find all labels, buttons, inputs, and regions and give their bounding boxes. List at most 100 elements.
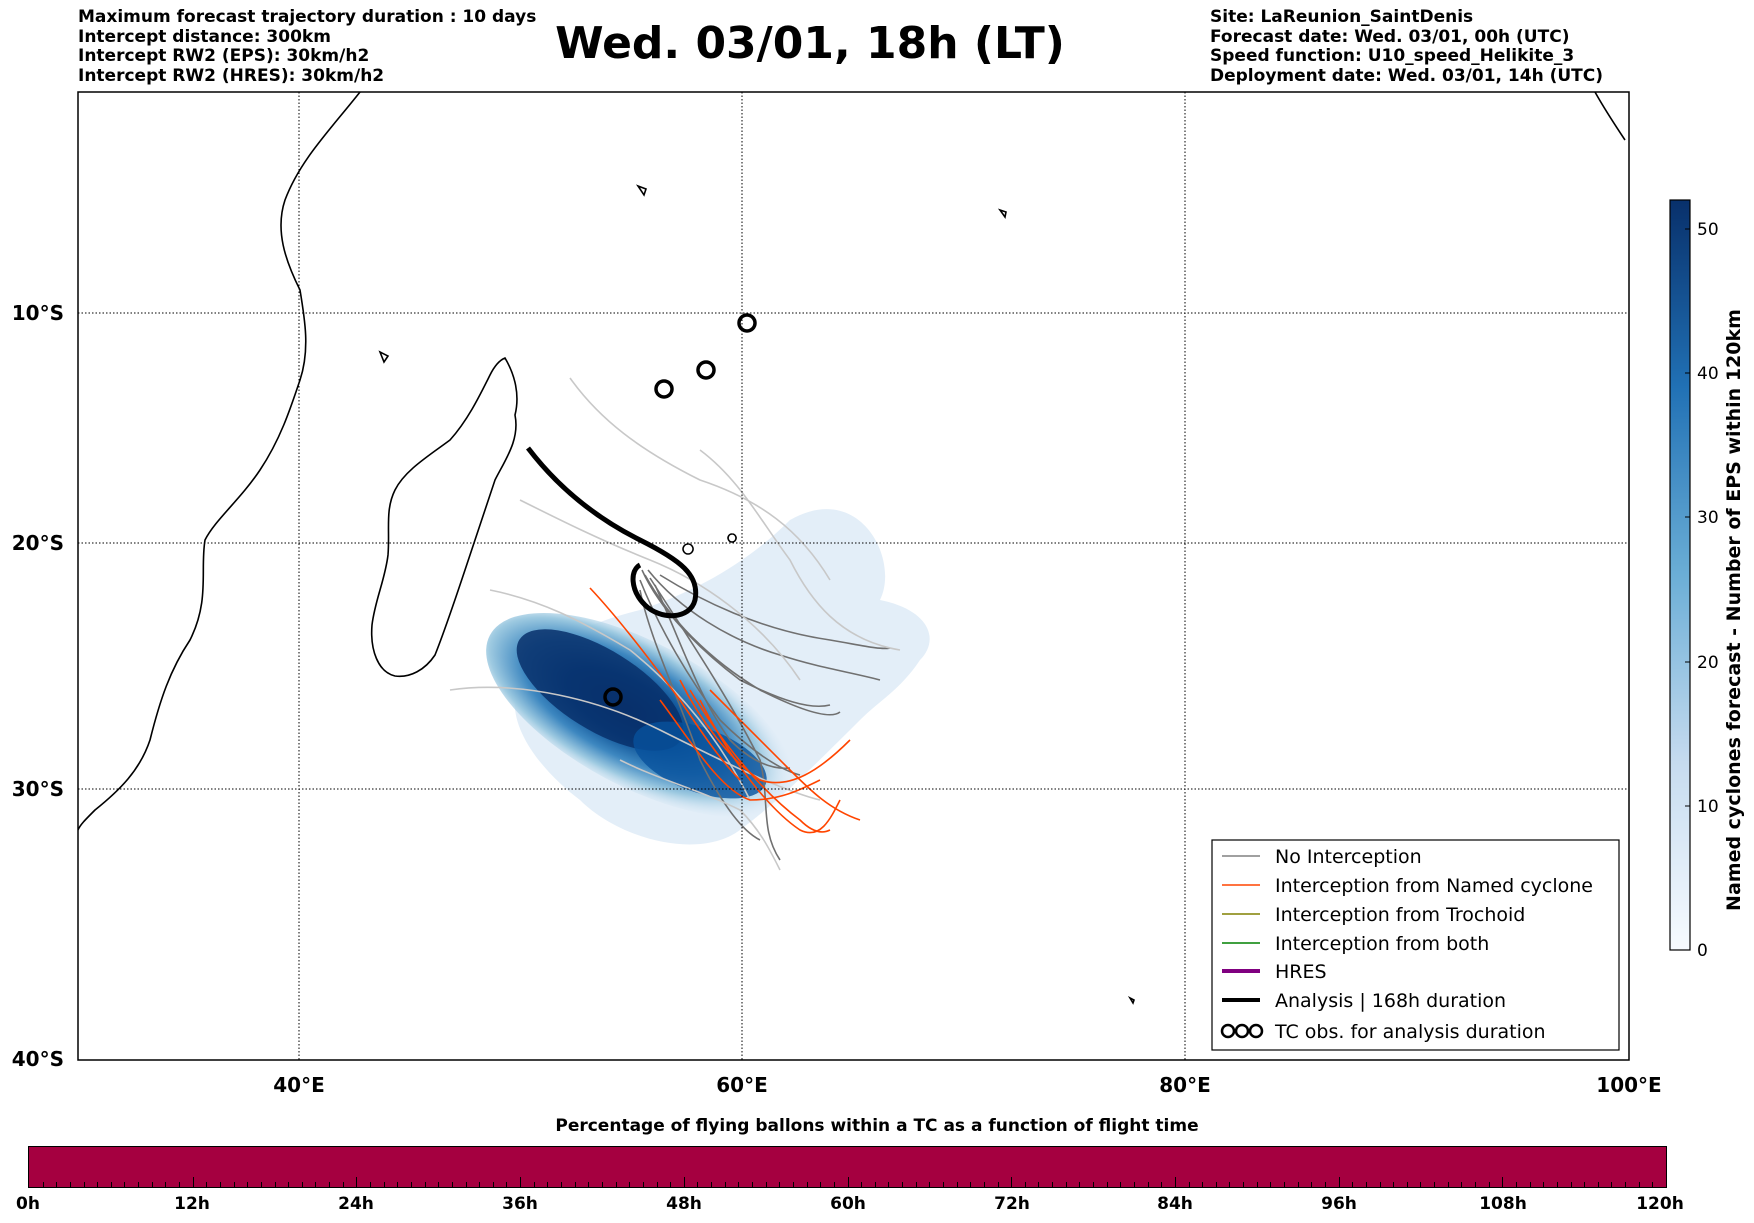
timebar-tick: 0h [16,1194,40,1214]
mauritius-island [727,533,737,543]
timebar-minor-tick [902,1182,904,1187]
sumatra-coast [1594,92,1626,141]
timebar-minor-tick [861,1182,863,1187]
timebar-minor-tick [738,1182,740,1187]
timebar-minor-tick [83,1182,85,1187]
timebar-tick: 36h [502,1194,538,1214]
timebar-minor-tick [1393,1182,1395,1187]
timebar-minor-tick [697,1182,699,1187]
timebar-minor-tick [1584,1182,1586,1187]
timebar-minor-tick [629,1182,631,1187]
param-max-duration: Maximum forecast trajectory duration : 1… [78,7,537,27]
timebar-minor-tick [274,1182,276,1187]
colorbar-tick: 40 [1697,364,1719,384]
colorbar-tick: 0 [1697,941,1708,961]
timebar-minor-tick [847,1177,849,1187]
timebar-minor-tick [1215,1182,1217,1187]
timebar-minor-tick [1188,1182,1190,1187]
timebar-tick: 108h [1479,1194,1527,1214]
timebar-minor-tick [1202,1182,1204,1187]
timebar-minor-tick [1365,1182,1367,1187]
timebar-minor-tick [288,1182,290,1187]
legend-label-named-cyclone: Interception from Named cyclone [1275,875,1593,897]
timebar-minor-tick [533,1182,535,1187]
timebar-minor-tick [356,1177,358,1187]
colorbar-gradient [1669,199,1691,951]
lat-label: 40°S [12,1047,64,1071]
lon-label: 100°E [1596,1073,1661,1097]
timebar-minor-tick [615,1182,617,1187]
no-interception-tracks [639,569,891,861]
timebar-minor-tick [1011,1177,1013,1187]
lat-label: 20°S [12,531,64,555]
timebar-minor-tick [1652,1182,1654,1187]
timebar-minor-tick [1324,1182,1326,1187]
timebar-minor-tick [124,1182,126,1187]
timebar-minor-tick [820,1182,822,1187]
speed-function: Speed function: U10_speed_Helikite_3 [1210,46,1575,66]
timebar-title: Percentage of flying ballons within a TC… [555,1116,1199,1136]
timebar-minor-tick [179,1182,181,1187]
timebar-minor-tick [1625,1182,1627,1187]
legend-label-analysis: Analysis | 168h duration [1275,990,1506,1012]
timebar-minor-tick [752,1182,753,1187]
lon-label: 60°E [716,1073,768,1097]
lat-label: 10°S [12,301,64,325]
tc-observations [603,313,757,707]
timebar-minor-tick [151,1182,153,1187]
timebar-minor-tick [438,1182,440,1187]
deployment-date: Deployment date: Wed. 03/01, 14h (UTC) [1210,65,1604,86]
timebar-minor-tick [1174,1177,1176,1187]
timebar-minor-tick [329,1182,331,1187]
timebar-minor-tick [1529,1182,1531,1187]
timebar-minor-tick [1447,1182,1449,1187]
timebar-minor-tick [656,1182,658,1187]
named-cyclone-tracks [589,587,861,834]
timebar-minor-tick [1052,1182,1054,1187]
timebar-minor-tick [997,1182,999,1187]
timebar-minor-tick [206,1182,208,1187]
timebar-tick: 12h [174,1194,210,1214]
timebar-minor-tick [806,1182,808,1187]
forecast-parameters: Maximum forecast trajectory duration : 1… [78,7,537,86]
timebar-minor-tick [1543,1182,1545,1187]
timebar-minor-tick [56,1182,58,1187]
timebar-minor-tick [1406,1182,1408,1187]
timebar-minor-tick [260,1182,262,1187]
timebar-minor-tick [1420,1182,1422,1187]
param-intercept-hres: Intercept RW2 (HRES): 30km/h2 [78,65,385,86]
timebar-minor-tick [1024,1182,1026,1187]
colorbar: 0 10 20 30 40 50 Named cyclones forecast… [1669,199,1745,961]
legend-label-tc-obs: TC obs. for analysis duration [1274,1021,1546,1043]
timebar-minor-tick [1161,1182,1163,1187]
timebar-minor-tick [1515,1182,1517,1187]
timebar-minor-tick [233,1182,235,1187]
cyclone-symbol [654,379,674,399]
cyclone-symbol [737,313,757,333]
timebar-minor-tick [465,1182,467,1187]
timebar-minor-tick [1570,1182,1572,1187]
timebar [28,1146,1667,1188]
timebar-tick: 120h [1636,1194,1684,1214]
timebar-minor-tick [370,1182,372,1187]
colorbar-label: Named cyclones forecast - Number of EPS … [1723,309,1745,911]
timebar-minor-tick [601,1182,603,1187]
timebar-minor-tick [301,1182,303,1187]
reunion-island [682,543,694,555]
timebar-minor-tick [833,1182,835,1187]
timebar-minor-tick [588,1182,590,1187]
timebar-minor-tick [165,1182,167,1187]
page-title: Wed. 03/01, 18h (LT) [555,18,1065,69]
timebar-minor-tick [506,1182,508,1187]
seychelles-island [635,184,648,197]
timebar-minor-tick [1638,1182,1640,1187]
legend-label-trochoid: Interception from Trochoid [1275,904,1525,926]
timebar-minor-tick [956,1182,958,1187]
timebar-minor-tick [574,1182,576,1187]
colorbar-tick: 20 [1697,653,1719,673]
param-intercept-distance: Intercept distance: 300km [78,26,331,47]
comoros-island [378,350,390,364]
cyclone-map: 10°S 20°S 30°S 40°S 40°E 60°E 80°E 100°E… [12,91,1745,1097]
timebar-minor-tick [724,1182,726,1187]
lat-label: 30°S [12,777,64,801]
